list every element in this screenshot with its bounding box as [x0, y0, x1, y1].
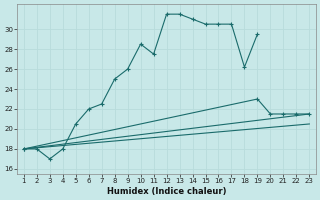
X-axis label: Humidex (Indice chaleur): Humidex (Indice chaleur): [107, 187, 226, 196]
